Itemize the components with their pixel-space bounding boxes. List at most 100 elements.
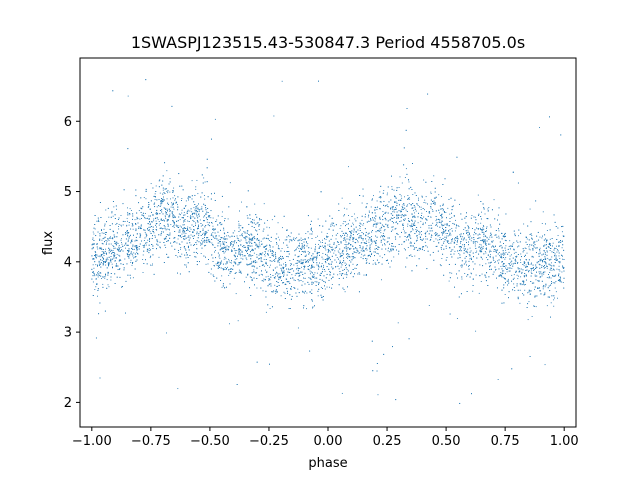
data-point bbox=[415, 240, 417, 242]
data-point bbox=[118, 228, 120, 230]
data-point bbox=[125, 242, 127, 244]
data-point bbox=[296, 237, 298, 239]
data-point bbox=[456, 244, 458, 245]
data-point bbox=[247, 248, 249, 249]
data-point bbox=[497, 260, 499, 262]
data-point bbox=[395, 238, 397, 240]
data-point bbox=[434, 202, 435, 204]
data-point bbox=[517, 278, 519, 280]
data-point bbox=[189, 230, 191, 232]
data-point bbox=[98, 313, 100, 315]
data-point bbox=[289, 236, 291, 238]
data-point bbox=[517, 275, 519, 277]
data-point bbox=[273, 290, 274, 292]
data-point bbox=[278, 276, 280, 278]
data-point bbox=[187, 229, 189, 231]
data-point bbox=[343, 257, 344, 259]
data-point bbox=[309, 350, 311, 352]
data-point bbox=[459, 250, 460, 252]
data-point bbox=[549, 250, 551, 251]
data-point bbox=[372, 263, 374, 265]
data-point bbox=[260, 257, 262, 258]
data-point bbox=[369, 244, 371, 246]
data-point bbox=[311, 275, 313, 277]
data-point bbox=[412, 215, 414, 217]
data-point bbox=[312, 306, 314, 308]
data-point bbox=[260, 273, 262, 275]
data-point bbox=[276, 290, 278, 292]
data-point bbox=[346, 271, 347, 273]
data-point bbox=[222, 241, 224, 243]
data-point bbox=[258, 225, 260, 227]
data-point bbox=[157, 241, 159, 243]
data-point bbox=[129, 213, 131, 215]
data-point bbox=[106, 279, 108, 281]
data-point bbox=[139, 218, 141, 220]
data-point bbox=[479, 243, 481, 245]
data-point bbox=[217, 252, 219, 254]
data-point bbox=[165, 211, 166, 213]
data-point bbox=[259, 224, 261, 226]
data-point bbox=[465, 251, 467, 253]
data-point bbox=[190, 215, 191, 217]
data-point bbox=[454, 240, 456, 242]
data-point bbox=[313, 258, 314, 260]
data-point bbox=[538, 280, 540, 282]
data-point bbox=[304, 267, 306, 268]
data-point bbox=[326, 236, 328, 238]
data-point bbox=[381, 235, 383, 237]
data-point bbox=[461, 278, 463, 280]
data-point bbox=[311, 238, 313, 239]
data-point bbox=[446, 223, 448, 225]
data-point bbox=[143, 197, 145, 198]
data-point bbox=[522, 264, 524, 265]
data-point bbox=[147, 229, 149, 231]
data-point bbox=[395, 206, 397, 208]
data-point bbox=[531, 235, 533, 237]
data-point bbox=[226, 266, 228, 268]
data-point bbox=[232, 250, 233, 252]
data-point bbox=[97, 243, 98, 245]
data-point bbox=[241, 251, 243, 253]
data-point bbox=[264, 255, 266, 257]
data-point bbox=[94, 275, 96, 277]
data-point bbox=[118, 260, 120, 262]
data-point bbox=[280, 258, 281, 259]
data-point bbox=[442, 232, 444, 234]
data-point bbox=[412, 220, 413, 222]
data-point bbox=[507, 253, 509, 255]
data-point bbox=[254, 261, 256, 263]
data-point bbox=[158, 224, 160, 226]
data-point bbox=[150, 183, 152, 185]
data-point bbox=[529, 208, 531, 210]
data-point bbox=[97, 288, 99, 290]
data-point bbox=[159, 213, 161, 215]
data-point bbox=[378, 262, 380, 264]
data-point bbox=[359, 245, 361, 247]
data-point bbox=[417, 204, 419, 206]
data-point bbox=[238, 254, 240, 255]
data-point bbox=[322, 239, 324, 241]
data-point bbox=[290, 264, 292, 265]
data-point bbox=[357, 241, 359, 243]
data-point bbox=[561, 231, 563, 233]
data-point bbox=[337, 258, 339, 260]
data-point bbox=[527, 303, 529, 305]
data-point bbox=[357, 240, 358, 242]
data-point bbox=[337, 241, 339, 243]
data-point bbox=[248, 254, 250, 256]
data-point bbox=[297, 327, 299, 329]
data-point bbox=[340, 242, 342, 244]
data-point bbox=[117, 242, 119, 244]
data-point bbox=[196, 261, 198, 262]
data-point bbox=[109, 248, 111, 250]
data-point bbox=[476, 250, 478, 252]
data-point bbox=[503, 302, 505, 304]
data-point bbox=[296, 265, 298, 267]
data-point bbox=[351, 256, 353, 258]
data-point bbox=[145, 79, 147, 81]
data-point bbox=[104, 277, 106, 279]
data-point bbox=[220, 262, 222, 264]
data-point bbox=[553, 265, 555, 267]
data-point bbox=[525, 248, 527, 250]
